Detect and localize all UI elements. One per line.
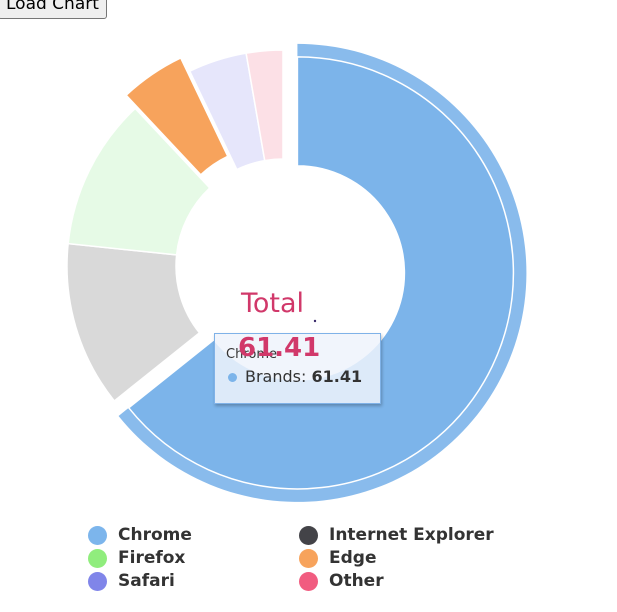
legend-item-other[interactable]: Other — [299, 570, 508, 592]
legend-item-safari[interactable]: Safari — [88, 570, 299, 592]
slice-other[interactable] — [245, 49, 284, 162]
chart-tooltip: Chrome Brands: 61.41 — [214, 333, 381, 404]
legend-dot-icon — [299, 571, 318, 591]
tooltip-series-dot-icon — [228, 373, 237, 382]
center-total-label: Total — [241, 288, 305, 319]
tooltip-value: 61.41 — [311, 367, 363, 386]
legend-item-internet-explorer[interactable]: Internet Explorer — [299, 524, 508, 546]
legend-dot-icon — [299, 548, 318, 568]
tooltip-title: Chrome — [226, 347, 277, 362]
legend-item-edge[interactable]: Edge — [299, 547, 508, 569]
tooltip-series-name: Brands — [245, 367, 301, 386]
tooltip-row: Brands: 61.41 — [245, 367, 363, 386]
legend-item-chrome[interactable]: Chrome — [88, 524, 299, 546]
legend-label: Edge — [329, 548, 377, 568]
chart-legend: Chrome Internet Explorer Firefox Edge Safari… — [88, 524, 508, 592]
legend-dot-icon — [299, 525, 318, 545]
legend-dot-icon — [88, 525, 107, 545]
legend-label: Firefox — [118, 548, 186, 568]
load-chart-button[interactable]: Load Chart — [0, 0, 107, 19]
slice-edge[interactable] — [125, 56, 229, 176]
slice-firefox[interactable] — [67, 107, 211, 256]
legend-dot-icon — [88, 571, 107, 591]
legend-label: Internet Explorer — [329, 525, 494, 545]
legend-dot-icon — [88, 548, 107, 568]
legend-item-firefox[interactable]: Firefox — [88, 547, 299, 569]
center-dot — [313, 319, 317, 323]
center-total-value: 61.41 — [238, 333, 321, 363]
legend-label: Chrome — [118, 525, 192, 545]
legend-label: Other — [329, 571, 384, 591]
legend-label: Safari — [118, 571, 175, 591]
